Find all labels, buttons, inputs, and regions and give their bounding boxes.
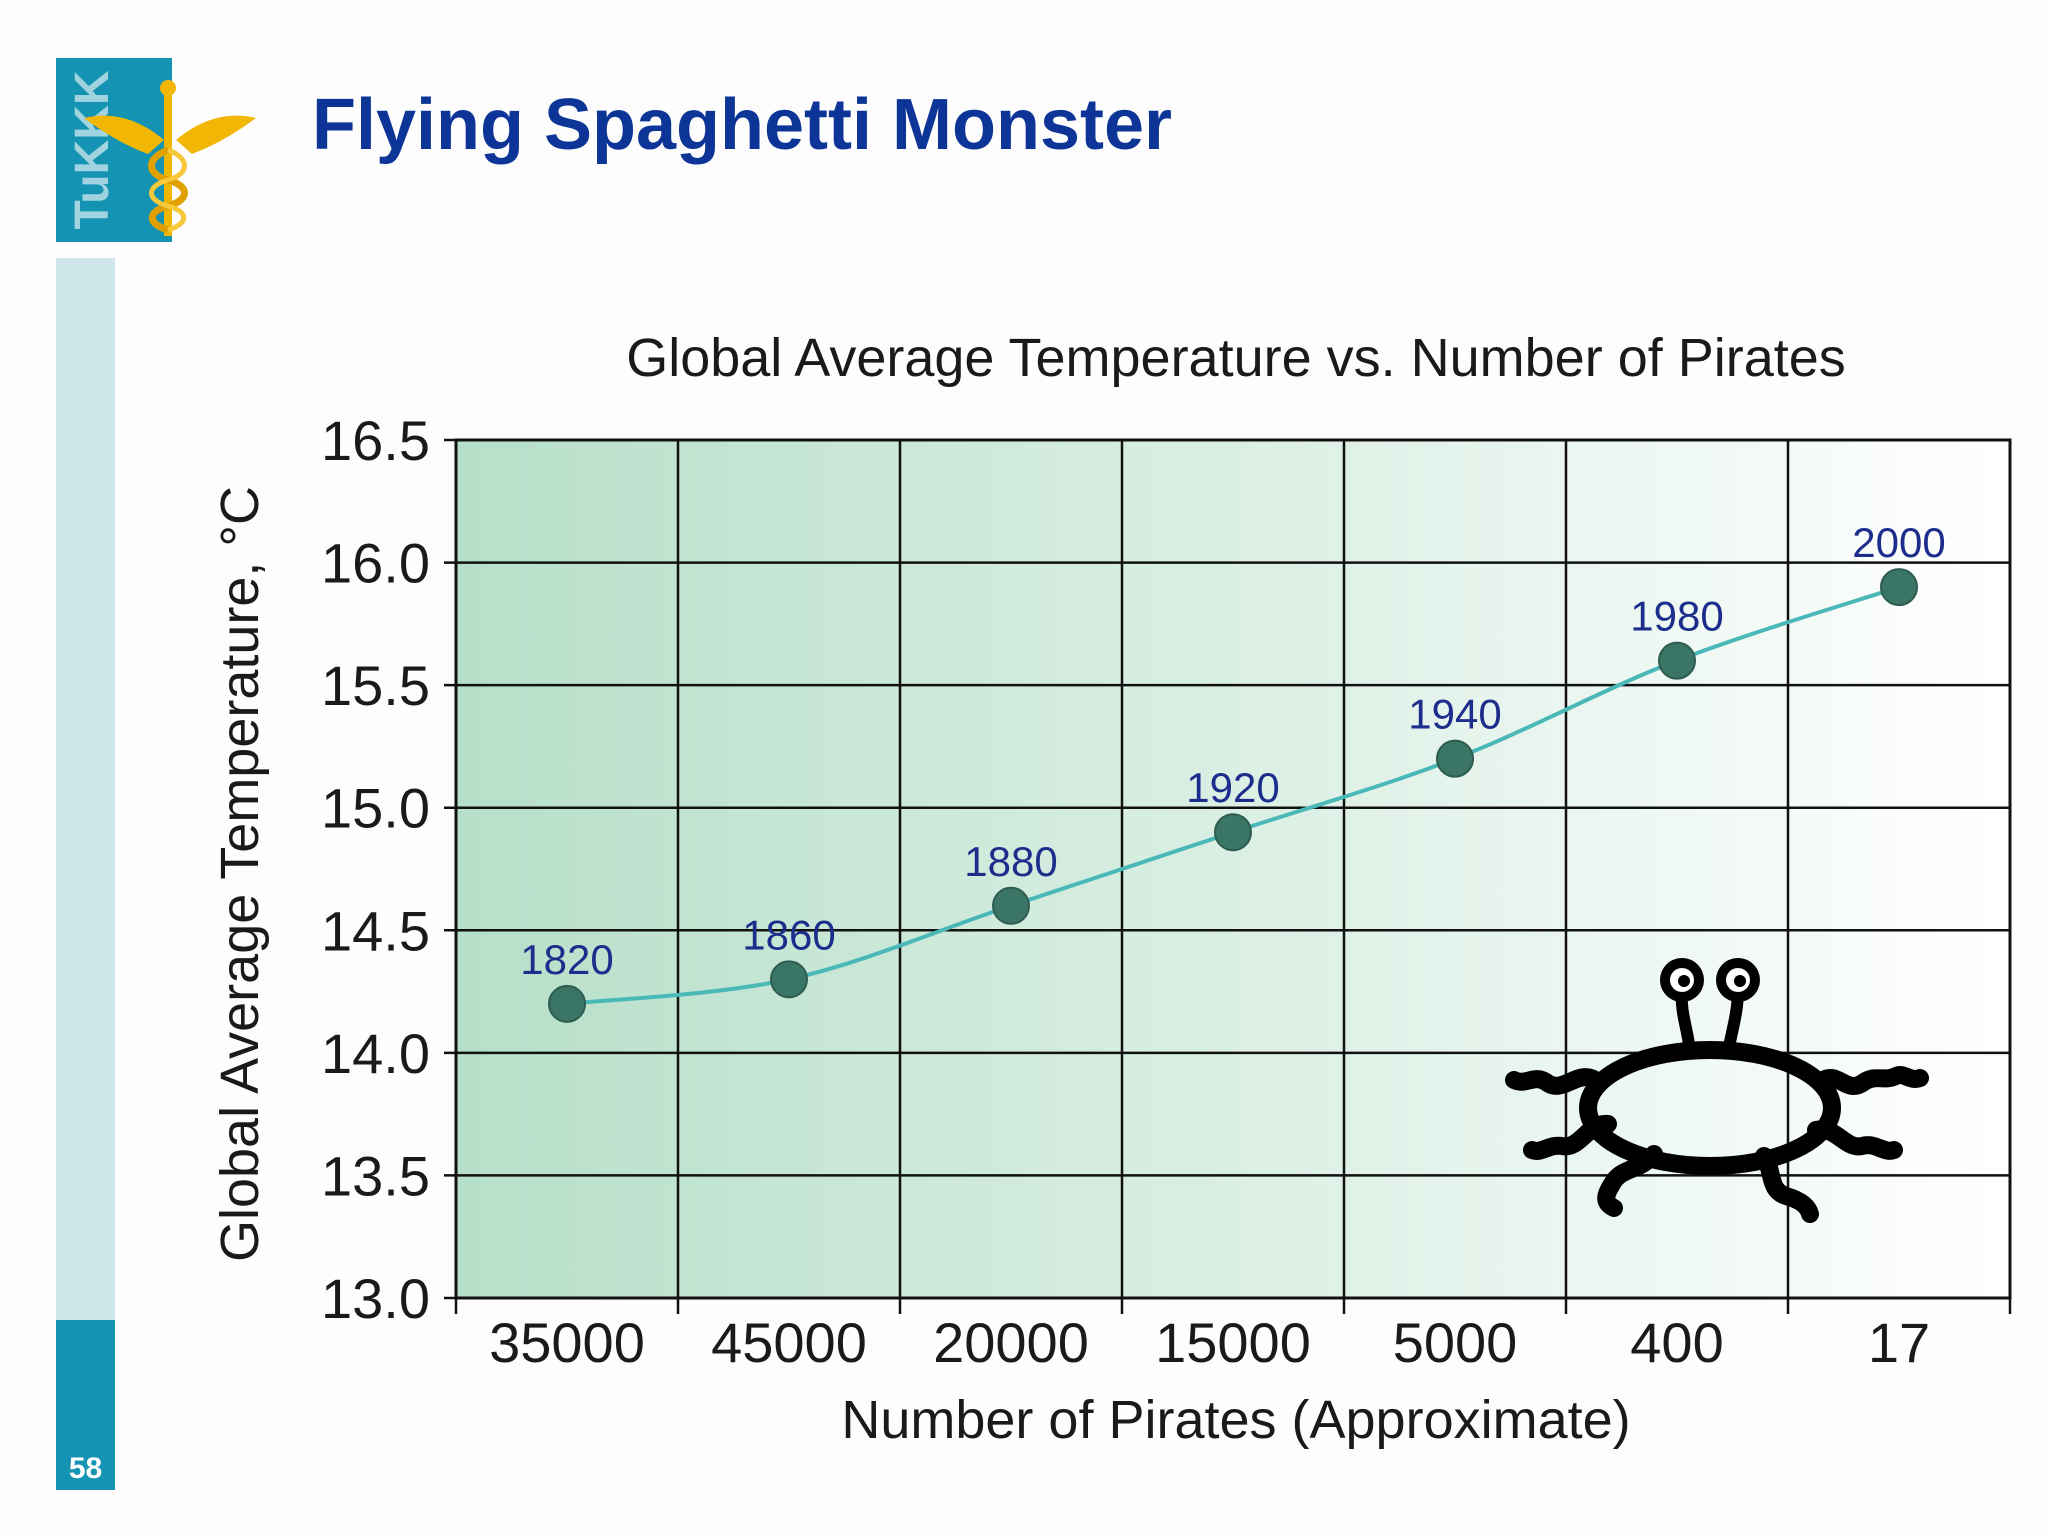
page-number: 58 <box>68 1452 103 1485</box>
data-point <box>548 984 586 1023</box>
point-label: 1820 <box>520 936 613 983</box>
x-axis-label: Number of Pirates (Approximate) <box>841 1390 1630 1450</box>
slide-title: Flying Spaghetti Monster <box>312 85 1173 165</box>
sidebar-accent-dark <box>56 1320 115 1490</box>
x-axis-tick-labels: 35000 45000 20000 15000 5000 400 17 <box>489 1311 1930 1374</box>
y-axis-label: Global Average Temperature, °C <box>210 486 270 1262</box>
caduceus-icon <box>84 80 256 236</box>
y-tick-label: 16.5 <box>321 409 430 472</box>
series-markers <box>548 568 1918 1023</box>
y-tick-label: 14.5 <box>321 899 430 962</box>
point-label: 2000 <box>1852 519 1945 566</box>
tukkk-logo: TuKKK <box>56 58 256 242</box>
chart-title: Global Average Temperature vs. Number of… <box>626 328 1846 388</box>
y-tick-label: 16.0 <box>321 532 430 595</box>
y-tick-label: 13.5 <box>321 1144 430 1207</box>
x-tick-label: 17 <box>1868 1311 1930 1374</box>
data-point <box>1214 813 1252 852</box>
y-axis-tick-labels: 16.5 16.0 15.5 15.0 14.5 14.0 13.5 13.0 <box>321 409 430 1330</box>
plot-border <box>454 438 2012 1300</box>
sidebar-accent-light <box>56 258 115 1320</box>
data-point <box>992 886 1030 925</box>
logo-text: TuKKK <box>66 70 119 229</box>
point-label: 1920 <box>1186 764 1279 811</box>
data-point <box>1436 739 1474 778</box>
x-tick-label: 45000 <box>711 1311 867 1374</box>
x-tick-label: 5000 <box>1393 1311 1518 1374</box>
point-label: 1980 <box>1630 593 1723 640</box>
y-tick-label: 13.0 <box>321 1267 430 1330</box>
point-label: 1860 <box>742 911 835 958</box>
y-tick-label: 15.5 <box>321 654 430 717</box>
point-label: 1940 <box>1408 691 1501 738</box>
data-point <box>770 960 808 999</box>
x-tick-label: 20000 <box>933 1311 1089 1374</box>
grid-lines <box>444 438 2012 1314</box>
data-point <box>1658 641 1696 680</box>
x-tick-label: 15000 <box>1155 1311 1311 1374</box>
flying-spaghetti-monster-icon <box>1505 958 1929 1223</box>
y-tick-label: 14.0 <box>321 1022 430 1085</box>
y-tick-label: 15.0 <box>321 777 430 840</box>
x-tick-label: 35000 <box>489 1311 645 1374</box>
x-tick-label: 400 <box>1630 1311 1723 1374</box>
data-point <box>1880 568 1918 607</box>
point-labels: 1820 1860 1880 1920 1940 1980 2000 <box>520 519 1945 983</box>
point-label: 1880 <box>964 838 1057 885</box>
